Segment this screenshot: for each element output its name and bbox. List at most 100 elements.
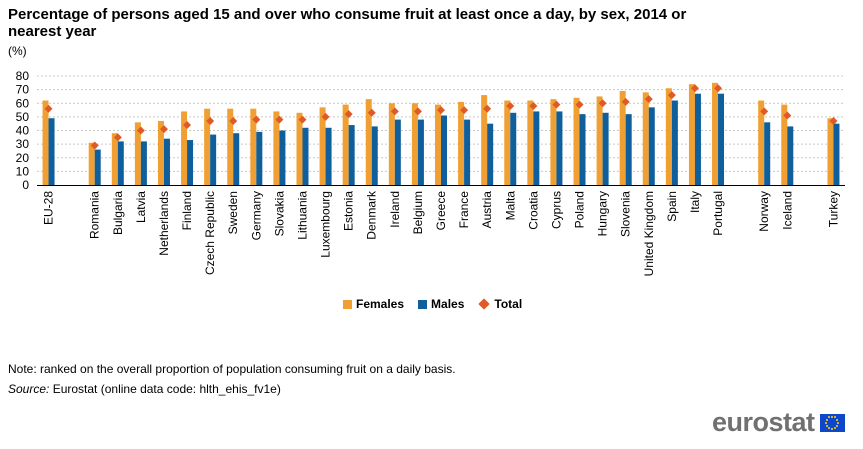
bar-females [365, 99, 372, 185]
bar-males [140, 141, 147, 185]
flag-star [834, 426, 837, 429]
marker-total [113, 133, 122, 142]
bar-females [619, 90, 626, 185]
bar-females [342, 104, 349, 185]
bar-males [279, 130, 286, 185]
bar-males [441, 115, 447, 185]
bar-males [648, 107, 655, 185]
bar-males [510, 112, 517, 185]
eu-flag-icon [819, 413, 845, 432]
flag-star [836, 424, 839, 427]
marker-total [437, 106, 445, 115]
marker-total [321, 112, 330, 121]
x-tick-label: Slovenia [619, 191, 633, 237]
marker-total [44, 104, 53, 113]
flag-star [831, 415, 834, 418]
bar-females [527, 100, 534, 185]
y-tick-label: 20 [16, 151, 30, 165]
y-tick-label: 70 [16, 83, 30, 97]
x-tick-label: Norway [757, 191, 771, 232]
bar-females [504, 100, 511, 185]
bar-females [296, 112, 303, 185]
chart-legend: Females Males Total [343, 297, 522, 311]
bar-females [273, 111, 280, 185]
x-tick-label: Estonia [342, 191, 356, 231]
bar-females [250, 108, 257, 185]
bar-males [371, 126, 378, 185]
marker-total [552, 100, 561, 109]
x-tick-label: Iceland [780, 191, 794, 230]
x-tick-label: Denmark [365, 190, 379, 240]
marker-total [690, 84, 699, 93]
flag-star [825, 421, 828, 424]
marker-total [136, 126, 145, 135]
chart-source: Source: Eurostat (online data code: hlth… [8, 382, 281, 396]
bar-females [665, 88, 672, 185]
bar-females [688, 84, 695, 185]
marker-total [598, 99, 607, 108]
x-tick-label: Portugal [711, 191, 725, 236]
bar-males [117, 141, 124, 185]
unit-label: (%) [8, 44, 27, 58]
legend-swatch-total [478, 298, 491, 310]
chart-note: Note: ranked on the overall proportion o… [8, 362, 456, 376]
marker-total [460, 106, 469, 115]
logo-text: eurostat [712, 407, 815, 437]
x-tick-label: Greece [434, 191, 448, 231]
y-tick-label: 60 [16, 96, 30, 110]
bar-males [625, 114, 632, 185]
marker-total [575, 100, 584, 109]
marker-total [667, 91, 676, 100]
marker-total [483, 104, 492, 113]
x-tick-label: Malta [503, 191, 517, 221]
flag-star [825, 418, 828, 421]
y-tick-label: 10 [16, 164, 30, 178]
x-tick-label: Netherlands [157, 191, 171, 256]
bar-males [787, 126, 794, 185]
x-tick-label: Austria [480, 191, 494, 229]
flag-star [828, 416, 831, 419]
marker-total [714, 84, 723, 93]
chart-title: Percentage of persons aged 15 and over w… [8, 6, 687, 40]
y-tick-label: 50 [16, 110, 30, 124]
bar-males [694, 93, 701, 185]
legend-item-total: Total [478, 297, 522, 311]
x-tick-label: Finland [180, 191, 194, 230]
bar-males [556, 111, 563, 185]
bar-females [411, 103, 418, 185]
x-tick-label: Italy [688, 191, 702, 213]
bar-males [94, 149, 101, 185]
x-tick-label: Lithuania [295, 191, 309, 240]
marker-total [413, 107, 422, 116]
bar-females [458, 101, 465, 185]
bar-males [671, 100, 678, 185]
y-tick-label: 40 [16, 124, 30, 138]
bar-females [204, 108, 211, 185]
y-tick-label: 80 [16, 69, 30, 83]
x-tick-label: Bulgaria [111, 191, 125, 235]
marker-total [529, 101, 538, 110]
bar-males [533, 111, 540, 185]
bar-males [163, 138, 170, 185]
x-tick-label: EU-28 [42, 191, 56, 225]
flag-star [836, 418, 839, 421]
x-tick-label: Hungary [596, 191, 610, 236]
marker-total [760, 107, 769, 116]
bar-females [42, 100, 49, 185]
bar-males [764, 122, 771, 185]
marker-total [829, 116, 838, 125]
bar-males [348, 125, 355, 185]
legend-swatch-females [343, 299, 352, 309]
bar-females [642, 92, 649, 185]
x-tick-label: Belgium [411, 191, 425, 234]
marker-total [252, 115, 261, 124]
marker-total [229, 116, 238, 125]
marker-total [621, 97, 630, 106]
bar-males [394, 119, 401, 185]
bar-females [227, 108, 234, 185]
bar-males [718, 93, 725, 185]
marker-total [344, 110, 353, 119]
marker-total [506, 101, 515, 110]
bar-females [181, 111, 188, 185]
